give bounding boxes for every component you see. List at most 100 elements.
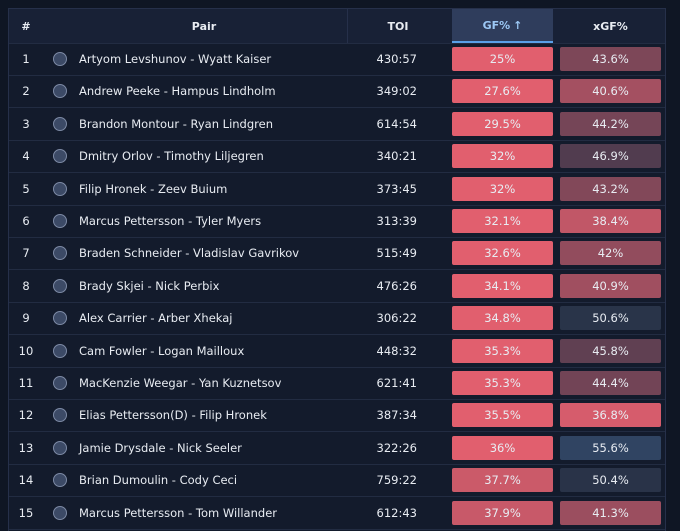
rank-cell: 2 [22, 84, 30, 99]
rank-cell: 6 [22, 214, 30, 228]
xgf-cell: 55.6% [560, 435, 661, 460]
gf-cell: 35.3% [452, 371, 553, 395]
gf-cell: 34.1% [452, 273, 553, 298]
toi-cell: 430:57 [376, 52, 417, 66]
team-logo [53, 84, 67, 99]
gf-cell: 25% [452, 47, 553, 71]
xgf-cell: 40.9% [560, 273, 661, 298]
pair-cell: Marcus Pettersson - Tyler Myers [79, 214, 262, 228]
xgf-cell: 43.6% [560, 47, 661, 71]
gf-cell: 32% [452, 144, 553, 169]
pair-cell: Marcus Pettersson - Tom Willander [79, 505, 277, 520]
pairs-table: # Pair TOI GF% xGF% 1 Artyom Levshunov - … [8, 8, 666, 531]
toi-cell: 340:21 [376, 149, 417, 164]
table-row: 12 Elias Pettersson(D) - Filip Hronek 387:… [9, 399, 665, 433]
team-logo [53, 246, 67, 261]
rank-cell: 7 [22, 246, 30, 261]
pair-cell: Cam Fowler - Logan Mailloux [79, 343, 245, 358]
table-row: 10 Cam Fowler - Logan Mailloux 448:32 35.3%… [9, 335, 665, 368]
rank-cell: 12 [18, 408, 34, 423]
gf-cell: 32% [452, 176, 553, 201]
rank-cell: 14 [18, 473, 34, 488]
table-row: 11 MacKenzie Weegar - Yan Kuznetsov 621:41… [9, 367, 665, 400]
team-logo [53, 52, 67, 66]
gf-cell: 27.6% [452, 79, 553, 104]
pair-cell: Elias Pettersson(D) - Filip Hronek [79, 408, 267, 423]
team-logo [53, 214, 67, 228]
header-cell[interactable]: # [21, 19, 31, 33]
xgf-cell: 50.6% [560, 306, 661, 331]
pair-cell: Filip Hronek - Zeev Buium [79, 181, 228, 196]
xgf-cell: 50.4% [560, 468, 661, 493]
team-logo [53, 505, 67, 520]
header-cell[interactable]: xGF% [593, 19, 628, 33]
table-row: 6 Marcus Pettersson - Tyler Myers 313:39 32… [9, 205, 665, 238]
team-logo [53, 343, 67, 358]
rank-cell: 11 [18, 376, 34, 390]
table-row: 7 Braden Schneider - Vladislav Gavrikov 51… [9, 237, 665, 271]
pair-cell: Brian Dumoulin - Cody Ceci [79, 473, 238, 488]
xgf-cell: 46.9% [560, 144, 661, 169]
table-row: 8 Brady Skjei - Nick Perbix 476:26 34.1% 40.… [9, 270, 665, 303]
pair-cell: Brady Skjei - Nick Perbix [79, 278, 220, 293]
table-row: 1 Artyom Levshunov - Wyatt Kaiser 430:57 25… [9, 43, 665, 76]
xgf-cell: 44.2% [560, 111, 661, 136]
xgf-cell: 42% [560, 241, 661, 266]
toi-cell: 476:26 [376, 278, 417, 293]
table-row: 9 Alex Carrier - Arber Xhekaj 306:22 34.8% 5… [9, 302, 665, 336]
rank-cell: 9 [22, 311, 30, 326]
gf-cell: 37.7% [452, 468, 553, 493]
team-logo [53, 116, 67, 131]
rank-cell: 4 [22, 149, 30, 164]
toi-cell: 349:02 [376, 84, 417, 99]
toi-cell: 614:54 [376, 116, 417, 131]
pair-cell: Dmitry Orlov - Timothy Liljegren [79, 149, 264, 164]
toi-cell: 448:32 [376, 343, 417, 358]
rank-cell: 5 [22, 181, 30, 196]
xgf-cell: 44.4% [560, 371, 661, 395]
toi-cell: 387:34 [376, 408, 417, 423]
gf-cell: 36% [452, 435, 553, 460]
toi-cell: 313:39 [376, 214, 417, 228]
table-row: 14 Brian Dumoulin - Cody Ceci 759:22 37.7% 5… [9, 464, 665, 498]
toi-cell: 515:49 [376, 246, 417, 261]
rank-cell: 1 [22, 52, 30, 66]
team-logo [53, 440, 67, 455]
pair-cell: Jamie Drysdale - Nick Seeler [79, 440, 242, 455]
pair-cell: Alex Carrier - Arber Xhekaj [79, 311, 233, 326]
rank-cell: 10 [18, 343, 34, 358]
team-logo [53, 473, 67, 488]
toi-cell: 322:26 [376, 440, 417, 455]
xgf-cell: 36.8% [560, 403, 661, 428]
table-row: 4 Dmitry Orlov - Timothy Liljegren 340:21 3… [9, 140, 665, 174]
team-logo [53, 408, 67, 423]
pair-cell: Artyom Levshunov - Wyatt Kaiser [79, 52, 272, 66]
xgf-cell: 43.2% [560, 176, 661, 201]
toi-cell: 306:22 [376, 311, 417, 326]
rank-cell: 13 [18, 440, 34, 455]
table-row: 3 Brandon Montour - Ryan Lindgren 614:54 29… [9, 108, 665, 141]
toi-cell: 621:41 [376, 376, 417, 390]
rank-cell: 15 [18, 505, 34, 520]
header-cell[interactable]: Pair [191, 19, 217, 33]
header-cell[interactable]: GF% [452, 9, 553, 43]
header-cell[interactable]: TOI [347, 9, 448, 43]
pair-cell: Brandon Montour - Ryan Lindgren [79, 116, 273, 131]
xgf-cell: 45.8% [560, 338, 661, 363]
xgf-cell: 41.3% [560, 500, 661, 525]
rank-cell: 3 [22, 116, 30, 131]
team-logo [53, 376, 67, 390]
gf-cell: 34.8% [452, 306, 553, 331]
table-row: 2 Andrew Peeke - Hampus Lindholm 349:02 27.… [9, 75, 665, 109]
gf-cell: 37.9% [452, 500, 553, 525]
gf-cell: 32.1% [452, 209, 553, 233]
toi-cell: 612:43 [376, 505, 417, 520]
rank-cell: 8 [22, 278, 30, 293]
table-row: 15 Marcus Pettersson - Tom Willander 612:4… [9, 497, 665, 530]
team-logo [53, 278, 67, 293]
header-row: # Pair TOI GF% xGF% [9, 9, 665, 44]
gf-cell: 29.5% [452, 111, 553, 136]
pair-cell: Andrew Peeke - Hampus Lindholm [79, 84, 276, 99]
xgf-cell: 38.4% [560, 209, 661, 233]
gf-cell: 35.5% [452, 403, 553, 428]
